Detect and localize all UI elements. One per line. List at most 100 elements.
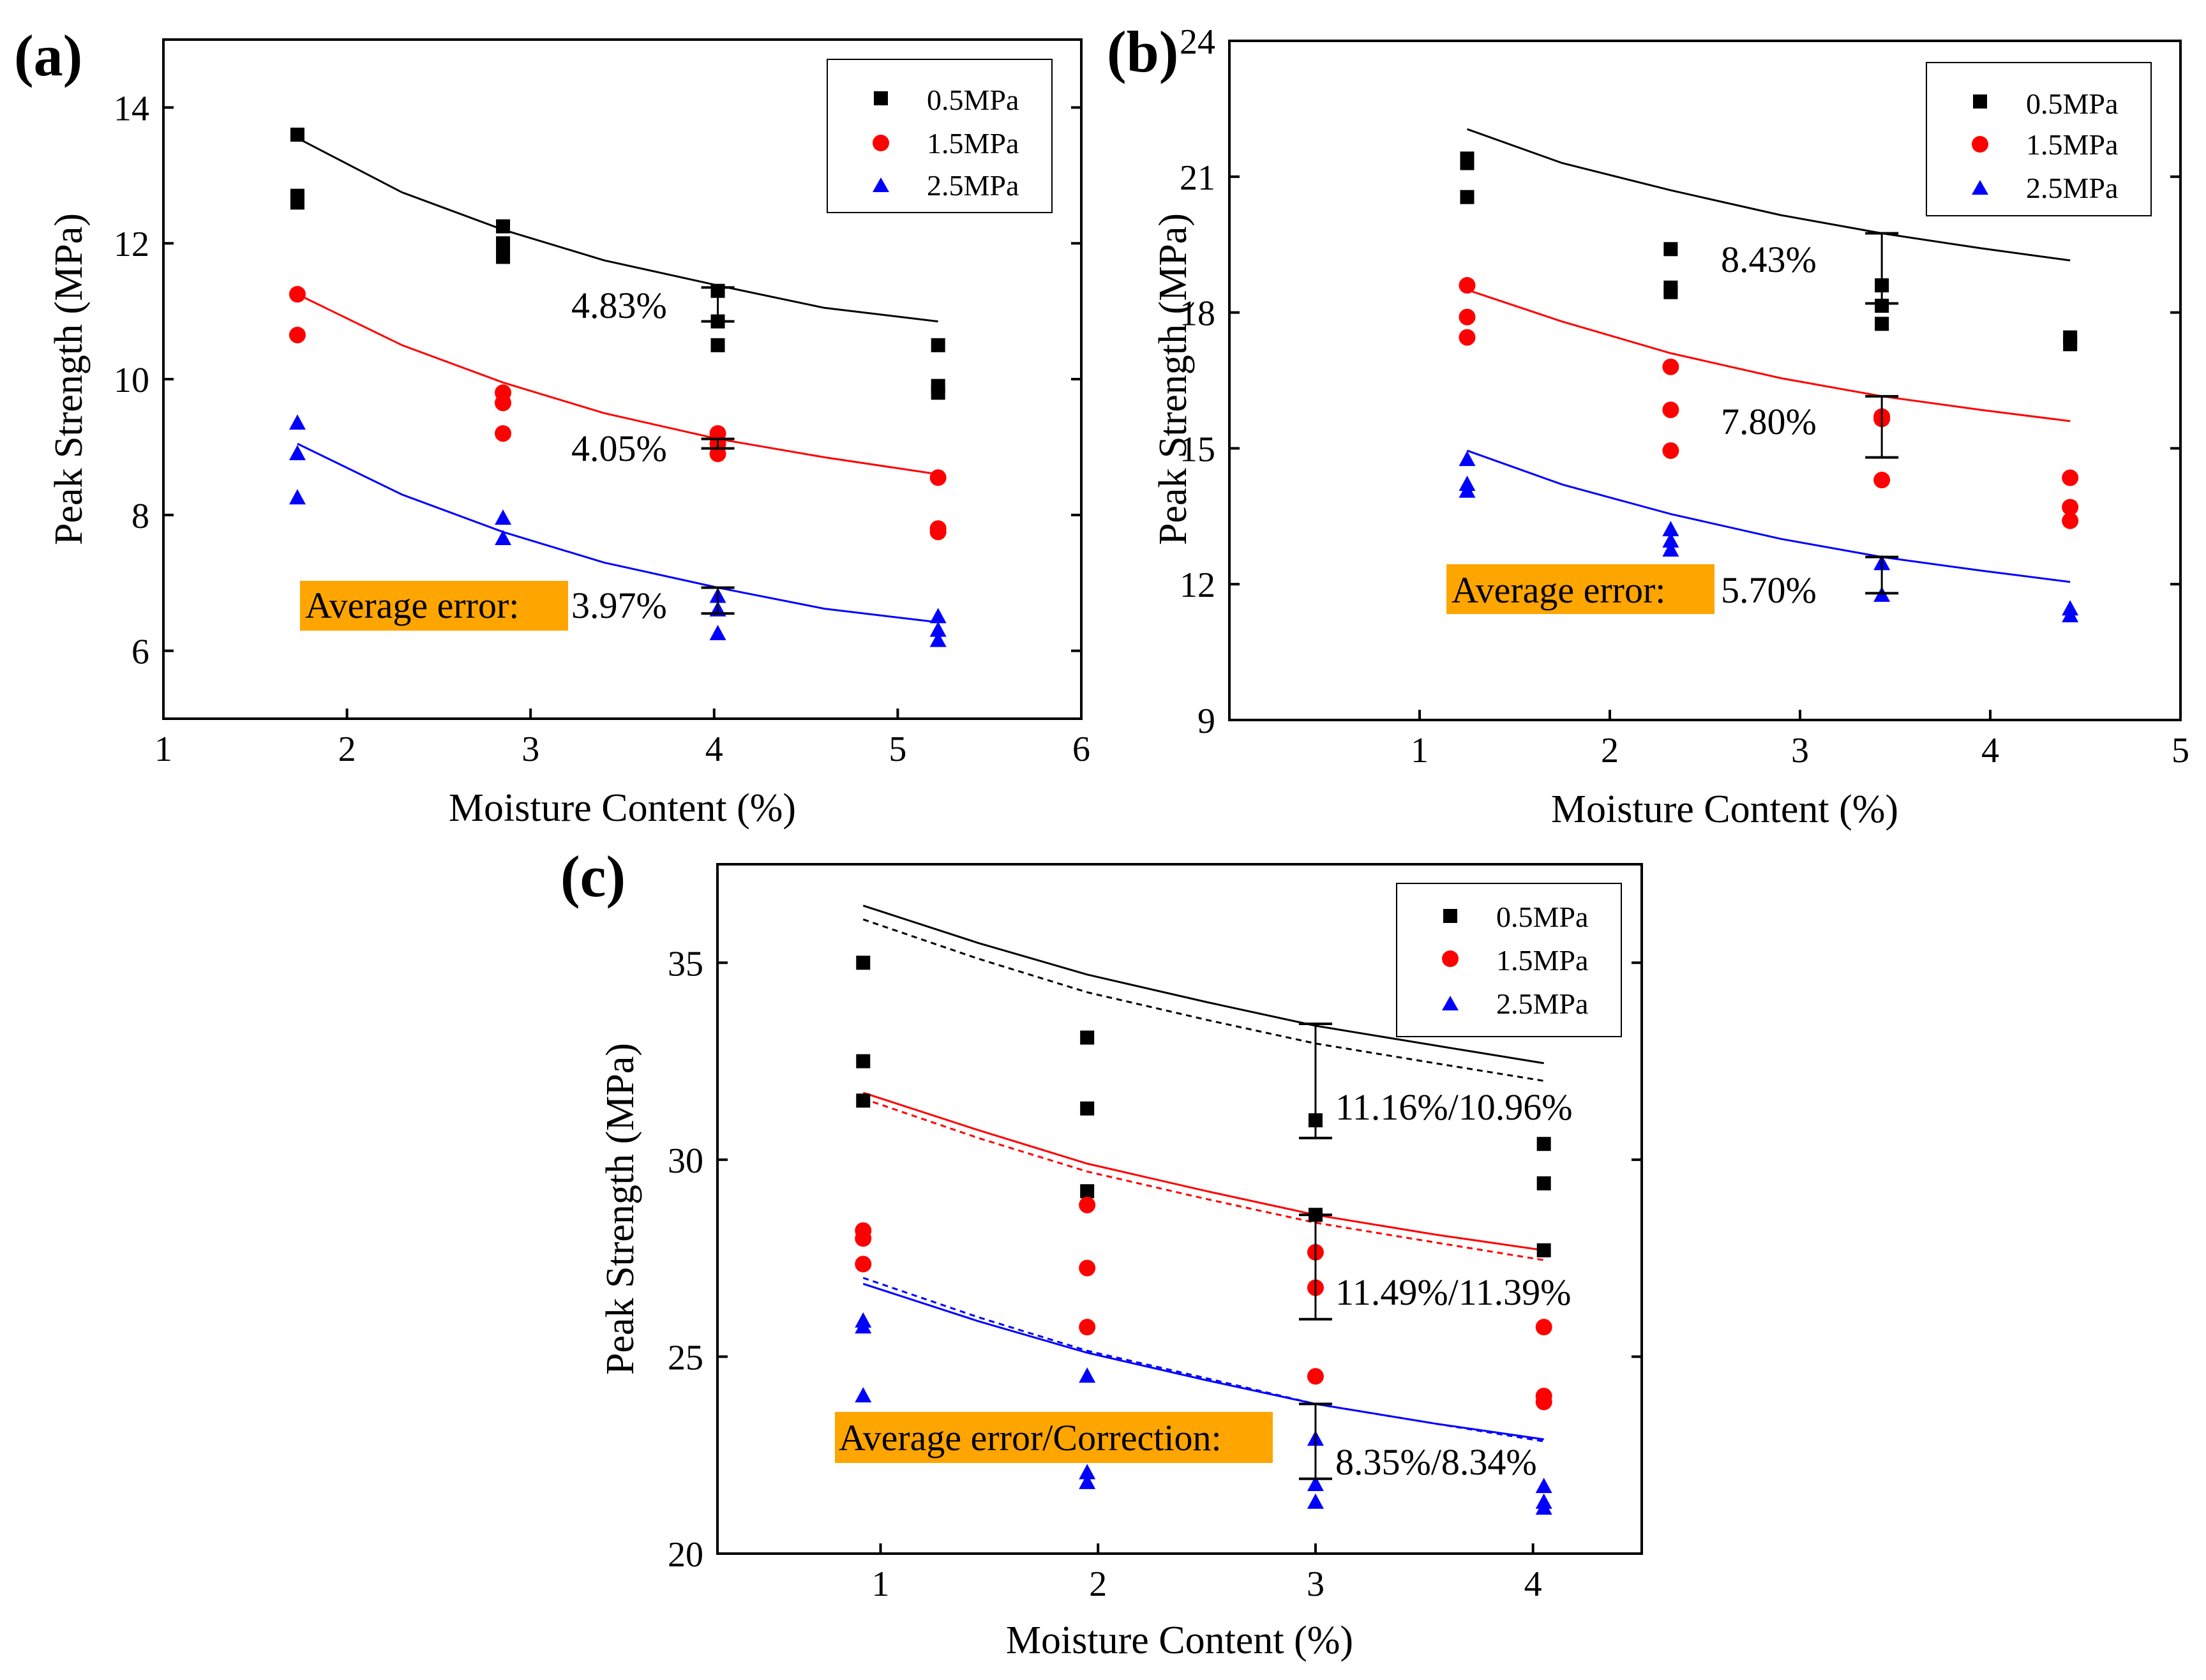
legend-label-0-5mpa: 0.5MPa bbox=[1496, 901, 1588, 933]
fit-line-0.5MPa bbox=[862, 904, 1544, 1065]
data-point-triangle bbox=[855, 1318, 872, 1334]
panel-label-a: (a) bbox=[14, 23, 82, 88]
plot-frame-b bbox=[1228, 40, 2182, 721]
data-point-circle bbox=[1873, 472, 1891, 489]
data-point-circle bbox=[495, 425, 512, 442]
y-tick-label: 15 bbox=[1180, 430, 1215, 469]
data-point-square bbox=[496, 250, 511, 264]
legend-box-c bbox=[1396, 883, 1622, 1037]
corrected-fit-line-0.5MPa bbox=[862, 918, 1544, 1082]
data-point-circle bbox=[2062, 469, 2079, 486]
error-value-b-1-5mpa: 7.80% bbox=[1721, 401, 1817, 442]
data-point-triangle bbox=[495, 530, 512, 546]
data-point-circle bbox=[929, 469, 947, 486]
data-point-triangle bbox=[1662, 521, 1679, 537]
data-point-square bbox=[1536, 1137, 1551, 1151]
error-bars-b bbox=[1865, 232, 1899, 595]
legend-marker-triangle bbox=[873, 177, 889, 192]
x-tick-label: 1 bbox=[1411, 731, 1429, 770]
fit-line-0.5MPa bbox=[297, 137, 938, 323]
data-point-triangle bbox=[1079, 1464, 1096, 1480]
panel-a: (a) Moisture Content (%) Peak Strength (… bbox=[14, 23, 1090, 830]
legend-box-b bbox=[1926, 62, 2152, 216]
fit-line-2.5MPa bbox=[297, 442, 938, 624]
data-point-circle bbox=[1307, 1368, 1324, 1385]
x-tick-label: 5 bbox=[889, 730, 906, 769]
data-point-square bbox=[1663, 242, 1678, 257]
y-tick-label: 8 bbox=[131, 497, 149, 536]
legend-label-2-5mpa: 2.5MPa bbox=[927, 169, 1019, 202]
data-point-triangle bbox=[1535, 1478, 1552, 1494]
error-value-a-0-5mpa: 4.83% bbox=[571, 285, 667, 326]
x-tick-label: 2 bbox=[1601, 731, 1619, 770]
legend-label-1-5mpa: 1.5MPa bbox=[1496, 944, 1588, 977]
y-tick-label: 21 bbox=[1180, 158, 1215, 198]
x-tick-label: 3 bbox=[1307, 1564, 1324, 1604]
legend-b: 0.5MPa 1.5MPa 2.5MPa bbox=[1926, 62, 2152, 216]
data-point-circle bbox=[495, 394, 512, 412]
x-tick-label: 4 bbox=[1981, 731, 1999, 770]
corrected-fit-line-2.5MPa bbox=[862, 1277, 1544, 1443]
data-point-triangle bbox=[1535, 1499, 1552, 1515]
error-value-a-1-5mpa: 4.05% bbox=[571, 428, 667, 469]
fit-lines-b bbox=[1466, 128, 2071, 583]
panel-b: (b) Moisture Content (%) Peak Strength (… bbox=[1107, 19, 2189, 831]
data-points-b bbox=[1459, 151, 2079, 622]
data-point-triangle bbox=[855, 1387, 872, 1403]
panel-label-c: (c) bbox=[560, 844, 626, 909]
data-point-triangle bbox=[289, 414, 306, 430]
x-tick-label: 6 bbox=[1072, 730, 1090, 769]
average-error-box-c bbox=[835, 1412, 1273, 1463]
average-error-label-a: Average error: bbox=[305, 585, 519, 626]
y-tick-label: 35 bbox=[668, 944, 703, 984]
legend-label-2-5mpa: 2.5MPa bbox=[2026, 172, 2118, 204]
data-point-square bbox=[1460, 190, 1474, 204]
data-point-circle bbox=[1079, 1259, 1096, 1277]
x-tick-label: 3 bbox=[521, 730, 539, 769]
legend-label-1-5mpa: 1.5MPa bbox=[2026, 128, 2118, 161]
data-point-circle bbox=[709, 446, 726, 463]
data-point-square bbox=[1875, 317, 1889, 331]
data-point-square bbox=[1663, 285, 1678, 299]
x-axis-label-c: Moisture Content (%) bbox=[1006, 1619, 1353, 1662]
corrected-fit-line-1.5MPa bbox=[862, 1097, 1544, 1261]
data-point-triangle bbox=[1459, 482, 1476, 498]
data-point-circle bbox=[1459, 329, 1476, 346]
data-point-circle bbox=[2062, 499, 2079, 516]
y-axis-label-a: Peak Strength (MPa) bbox=[47, 213, 91, 545]
legend-marker-triangle bbox=[1442, 996, 1459, 1010]
x-tick-label: 1 bbox=[154, 730, 172, 769]
data-point-triangle bbox=[2062, 606, 2079, 622]
data-point-square bbox=[1080, 1184, 1095, 1199]
y-tick-label: 10 bbox=[114, 361, 149, 400]
error-value-c-1-5mpa: 11.49%/11.39% bbox=[1335, 1271, 1571, 1313]
data-point-circle bbox=[1535, 1319, 1552, 1336]
legend-a: 0.5MPa 1.5MPa 2.5MPa bbox=[827, 59, 1053, 213]
y-tick-label: 18 bbox=[1180, 294, 1215, 334]
legend-label-2-5mpa: 2.5MPa bbox=[1496, 987, 1588, 1020]
data-point-square bbox=[1536, 1176, 1551, 1190]
y-tick-label: 24 bbox=[1180, 22, 1215, 62]
data-point-circle bbox=[1459, 308, 1476, 326]
plot-frame-c bbox=[716, 863, 1643, 1555]
legend-label-1-5mpa: 1.5MPa bbox=[927, 127, 1019, 160]
y-tick-label: 14 bbox=[114, 89, 149, 128]
average-error-box-a bbox=[300, 581, 568, 631]
data-point-square bbox=[2063, 337, 2078, 352]
data-point-square bbox=[931, 338, 945, 352]
data-point-triangle bbox=[1307, 1476, 1324, 1491]
fit-line-1.5MPa bbox=[862, 1091, 1544, 1252]
error-value-a-2-5mpa: 3.97% bbox=[571, 585, 667, 626]
data-point-triangle bbox=[1459, 451, 1476, 467]
x-axis-label-a: Moisture Content (%) bbox=[449, 786, 796, 830]
y-tick-label: 30 bbox=[668, 1141, 703, 1181]
data-point-triangle bbox=[929, 608, 947, 624]
data-point-triangle bbox=[1662, 532, 1679, 548]
data-point-triangle bbox=[929, 631, 947, 647]
data-point-square bbox=[496, 236, 511, 251]
data-point-square bbox=[1080, 1101, 1095, 1116]
data-point-triangle bbox=[1079, 1367, 1096, 1383]
x-tick-label: 2 bbox=[338, 730, 356, 769]
